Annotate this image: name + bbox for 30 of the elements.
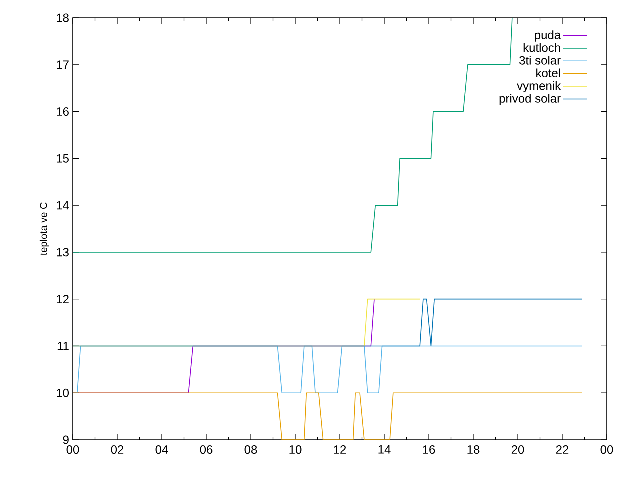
- legend-label: 3ti solar: [520, 56, 561, 65]
- x-tick-label: 16: [423, 446, 436, 454]
- x-tick-label: 02: [111, 446, 124, 454]
- x-tick-label: 22: [556, 446, 569, 454]
- x-tick-label: 10: [290, 446, 302, 454]
- y-tick-label: 18: [57, 14, 69, 22]
- x-tick-label: 00: [66, 446, 80, 454]
- x-tick-label: 08: [244, 446, 258, 454]
- legend-label: vymenik: [517, 81, 562, 93]
- y-tick-label: 9: [63, 436, 69, 444]
- y-tick-label: 12: [57, 295, 69, 304]
- y-axis-title: teplota ve C: [40, 202, 50, 256]
- x-tick-label: 04: [156, 446, 168, 454]
- y-tick-label: 11: [58, 342, 69, 350]
- x-tick-label: 14: [378, 446, 391, 454]
- x-tick-label: 20: [512, 446, 524, 454]
- y-tick-label: 10: [57, 388, 70, 398]
- x-tick-label: 12: [334, 446, 346, 454]
- legend-label: kotel: [536, 68, 560, 78]
- y-tick-label: 13: [57, 248, 69, 257]
- y-tick-label: 15: [57, 154, 69, 163]
- x-tick-label: 06: [200, 446, 213, 454]
- y-tick-label: 17: [57, 60, 69, 70]
- legend-label: kutloch: [524, 43, 560, 52]
- x-tick-label: 00: [600, 446, 614, 454]
- legend-label: privod solar: [500, 94, 561, 106]
- y-tick-label: 16: [57, 108, 69, 116]
- legend-label: puda: [535, 30, 562, 42]
- x-tick-label: 18: [468, 446, 480, 454]
- y-tick-label: 14: [57, 201, 70, 210]
